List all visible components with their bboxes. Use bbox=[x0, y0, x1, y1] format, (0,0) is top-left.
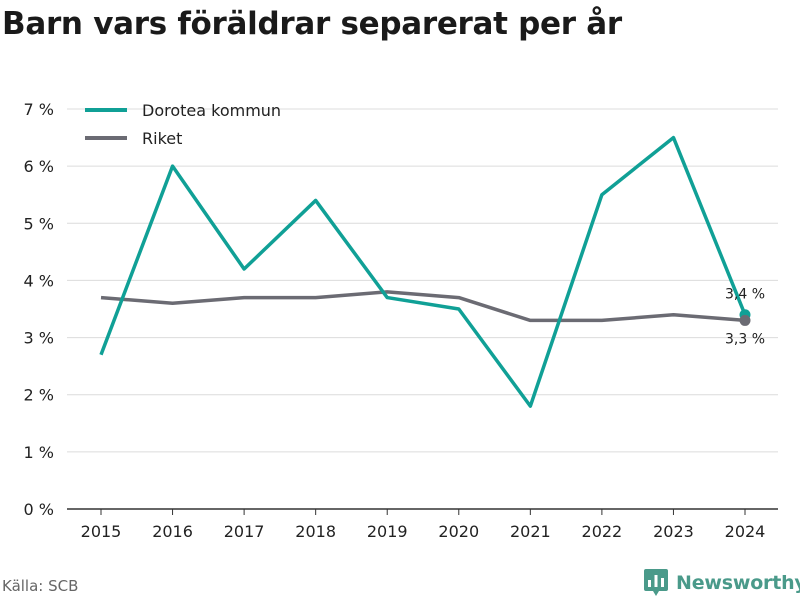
y-axis: 0 % 1 % 2 % 3 % 4 % 5 % 6 % 7 % bbox=[24, 100, 54, 519]
series-lines bbox=[99, 135, 747, 408]
end-markers: 3,4 % 3,3 % bbox=[725, 287, 765, 348]
series-line-dorotea bbox=[99, 135, 747, 408]
newsworthy-logo-icon bbox=[644, 569, 668, 596]
y-tick-label: 5 % bbox=[24, 214, 54, 233]
x-tick-label: 2020 bbox=[438, 522, 479, 541]
y-tick-label: 6 % bbox=[24, 157, 54, 176]
y-tick-label: 3 % bbox=[24, 329, 54, 348]
x-tick-label: 2023 bbox=[653, 522, 694, 541]
x-tick-label: 2017 bbox=[224, 522, 265, 541]
brand-name: Newsworthy bbox=[676, 572, 800, 594]
y-tick-label: 0 % bbox=[24, 500, 54, 519]
x-tick-label: 2016 bbox=[152, 522, 193, 541]
legend: Dorotea kommun Riket bbox=[85, 101, 281, 148]
x-tick-label: 2019 bbox=[367, 522, 408, 541]
legend-label: Riket bbox=[142, 129, 182, 148]
x-tick-label: 2024 bbox=[725, 522, 766, 541]
x-axis: 2015 2016 2017 2018 2019 2020 2021 2022 2023 2024 bbox=[81, 509, 766, 541]
chart-title: Barn vars föräldrar separerat per år bbox=[2, 6, 622, 42]
end-point-marker bbox=[739, 314, 751, 326]
x-tick-label: 2021 bbox=[510, 522, 551, 541]
y-tick-label: 1 % bbox=[24, 443, 54, 462]
y-tick-label: 4 % bbox=[24, 271, 54, 290]
x-tick-label: 2015 bbox=[81, 522, 122, 541]
legend-label: Dorotea kommun bbox=[142, 101, 281, 120]
x-tick-label: 2022 bbox=[582, 522, 623, 541]
x-tick-label: 2018 bbox=[295, 522, 336, 541]
end-value-label: 3,3 % bbox=[725, 331, 765, 347]
end-value-label: 3,4 % bbox=[725, 287, 765, 303]
source-note: Källa: SCB bbox=[2, 577, 79, 595]
brand-logo[interactable]: Newsworthy bbox=[644, 569, 800, 597]
grid-lines bbox=[67, 108, 778, 510]
y-tick-label: 7 % bbox=[24, 100, 54, 119]
series-line-riket bbox=[100, 290, 746, 323]
y-tick-label: 2 % bbox=[24, 386, 54, 405]
